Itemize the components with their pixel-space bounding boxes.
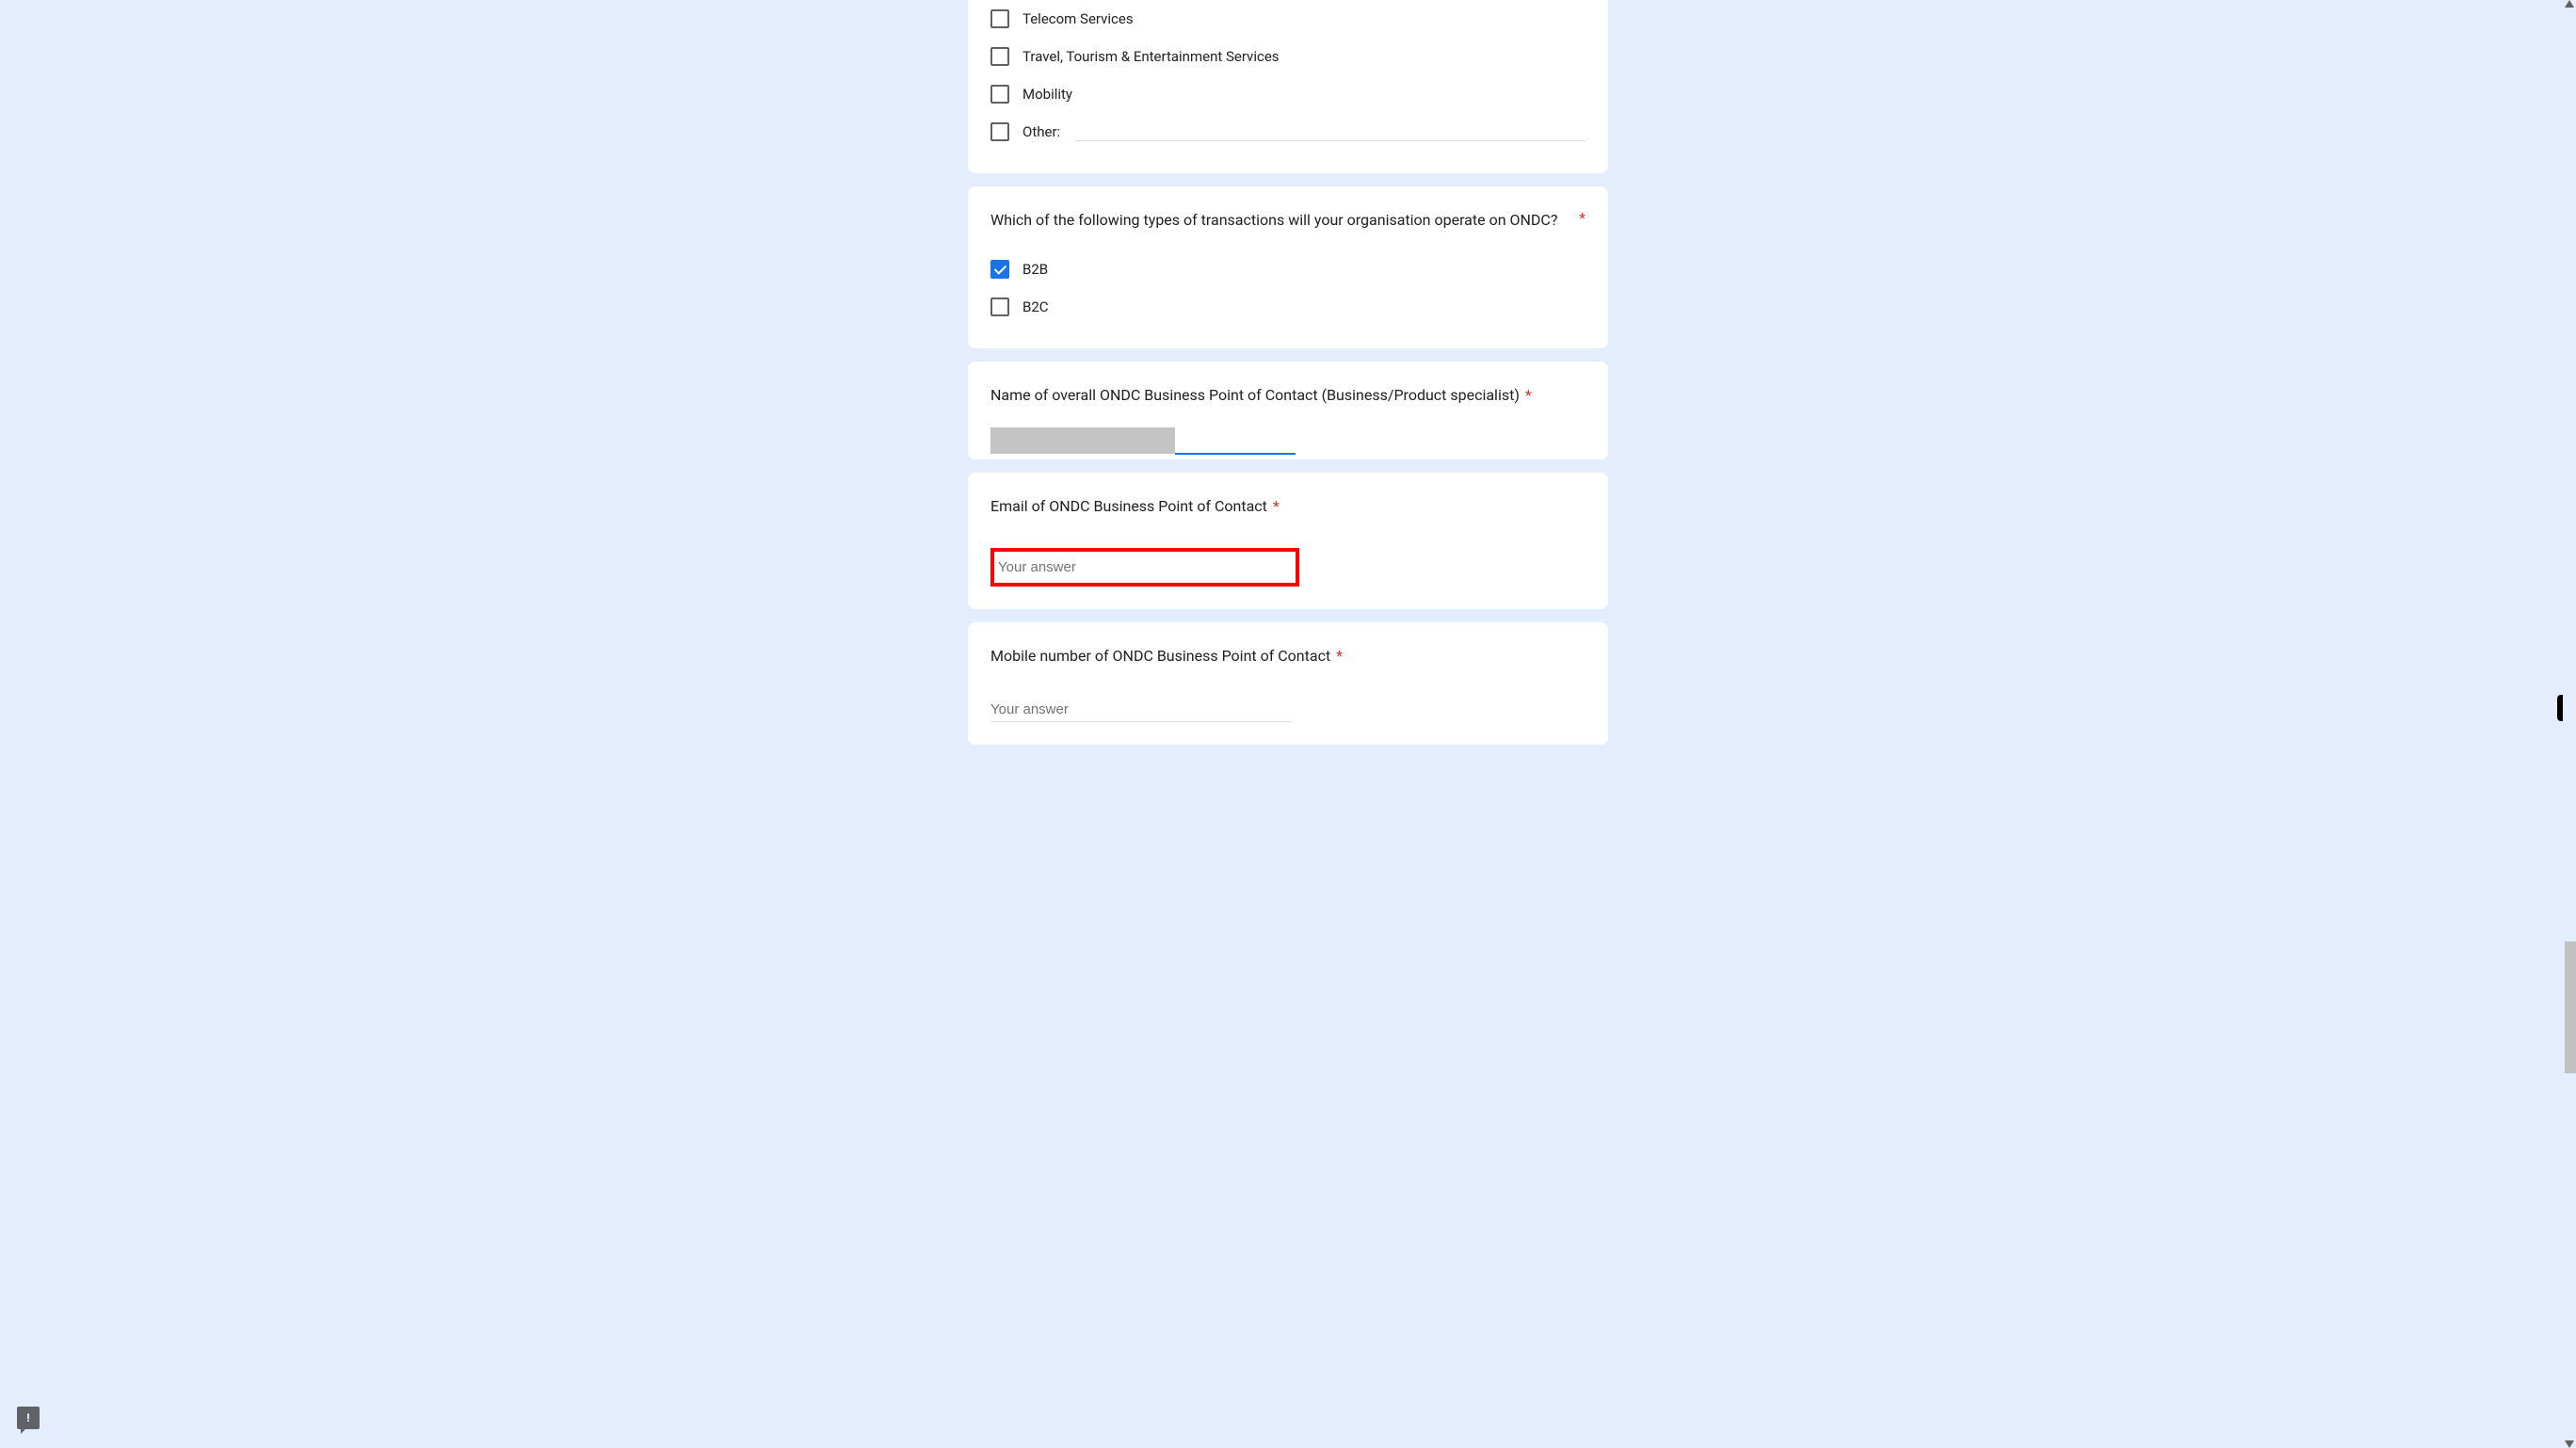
side-tab-indicator[interactable] bbox=[2557, 695, 2563, 721]
question-text-email: Email of ONDC Business Point of Contact bbox=[990, 497, 1267, 515]
category-options-card: Telecom Services Travel, Tourism & Enter… bbox=[968, 0, 1608, 173]
checkbox-label-b2c: B2C bbox=[1022, 298, 1049, 315]
checkbox-row-telecom[interactable]: Telecom Services bbox=[990, 0, 1586, 38]
checkbox-label-other: Other: bbox=[1022, 123, 1060, 140]
checkbox-mobility[interactable] bbox=[990, 85, 1009, 104]
input-underline-focused bbox=[1175, 453, 1296, 455]
scrollbar-arrow-up-icon[interactable] bbox=[2565, 0, 2574, 8]
checkbox-b2b[interactable] bbox=[990, 260, 1009, 279]
required-indicator: * bbox=[1579, 209, 1586, 227]
mobile-input-wrapper bbox=[990, 698, 1586, 722]
scrollbar-track[interactable] bbox=[2561, 0, 2576, 1448]
checkbox-label-travel: Travel, Tourism & Entertainment Services bbox=[1022, 48, 1280, 65]
checkbox-row-b2b[interactable]: B2B bbox=[990, 250, 1586, 288]
redacted-content bbox=[990, 427, 1175, 454]
email-input-wrapper bbox=[990, 548, 1586, 587]
mobile-input[interactable] bbox=[990, 698, 1292, 722]
email-input-highlighted bbox=[990, 548, 1299, 587]
email-input[interactable] bbox=[998, 555, 1292, 579]
question-text-mobile: Mobile number of ONDC Business Point of … bbox=[990, 647, 1330, 665]
contact-email-card: Email of ONDC Business Point of Contact … bbox=[968, 473, 1608, 609]
question-header-transaction: Which of the following types of transact… bbox=[990, 209, 1586, 232]
question-text-transaction: Which of the following types of transact… bbox=[990, 211, 1557, 229]
contact-mobile-card: Mobile number of ONDC Business Point of … bbox=[968, 622, 1608, 745]
checkbox-travel[interactable] bbox=[990, 47, 1009, 66]
question-header-mobile: Mobile number of ONDC Business Point of … bbox=[990, 645, 1586, 668]
required-indicator: * bbox=[1336, 647, 1343, 665]
checkbox-row-b2c[interactable]: B2C bbox=[990, 288, 1586, 326]
checkbox-label-b2b: B2B bbox=[1022, 261, 1048, 278]
contact-name-card: Name of overall ONDC Business Point of C… bbox=[968, 362, 1608, 459]
question-header-name: Name of overall ONDC Business Point of C… bbox=[990, 384, 1586, 407]
checkbox-telecom[interactable] bbox=[990, 9, 1009, 28]
question-text-name: Name of overall ONDC Business Point of C… bbox=[990, 386, 1520, 404]
checkbox-row-other[interactable]: Other: bbox=[990, 113, 1586, 151]
question-header-email: Email of ONDC Business Point of Contact … bbox=[990, 495, 1586, 518]
scrollbar-thumb[interactable] bbox=[2565, 941, 2576, 1073]
checkbox-label-telecom: Telecom Services bbox=[1022, 10, 1134, 27]
checkbox-other[interactable] bbox=[990, 122, 1009, 141]
other-text-input[interactable] bbox=[1075, 122, 1586, 141]
checkbox-row-travel[interactable]: Travel, Tourism & Entertainment Services bbox=[990, 38, 1586, 75]
feedback-icon[interactable] bbox=[17, 1407, 40, 1429]
checkbox-row-mobility[interactable]: Mobility bbox=[990, 75, 1586, 113]
required-indicator: * bbox=[1525, 386, 1532, 404]
transaction-options: B2B B2C bbox=[990, 250, 1586, 326]
form-container: Telecom Services Travel, Tourism & Enter… bbox=[968, 0, 1608, 777]
transaction-types-card: Which of the following types of transact… bbox=[968, 186, 1608, 348]
required-indicator: * bbox=[1273, 497, 1280, 515]
checkbox-b2c[interactable] bbox=[990, 298, 1009, 316]
checkbox-label-mobility: Mobility bbox=[1022, 86, 1072, 103]
scrollbar-arrow-down-icon[interactable] bbox=[2565, 1440, 2574, 1448]
